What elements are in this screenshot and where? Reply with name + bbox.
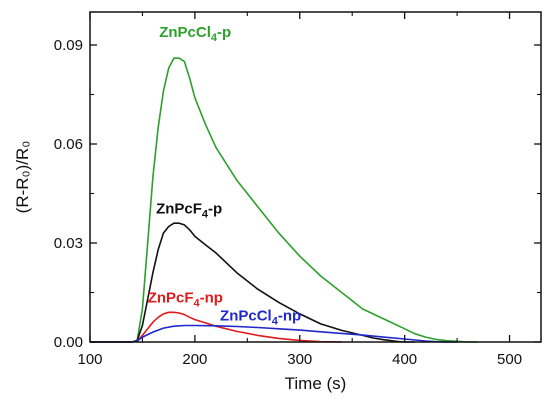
x-tick-label: 400	[392, 351, 417, 368]
y-axis-title: (R-R₀)/R₀	[13, 141, 32, 214]
series-line-3	[90, 324, 458, 343]
plot-frame	[89, 11, 542, 343]
x-tick-label: 500	[497, 351, 522, 368]
series-line-2	[90, 311, 342, 343]
y-tick-label: 0.09	[54, 37, 83, 54]
series-layer	[90, 57, 479, 343]
series-line-1	[90, 222, 416, 343]
series-label-2: ZnPcF4-np	[148, 289, 223, 309]
x-tick-label: 100	[77, 351, 102, 368]
y-tick-label: 0.00	[54, 334, 83, 351]
series-label-0: ZnPcCl4-p	[159, 24, 231, 44]
x-axis-title: Time (s)	[285, 374, 347, 393]
axis-tick-labels: 100 200 300 400 500 0.00 0.03 0.06 0.09	[54, 37, 522, 368]
axis-ticks	[89, 12, 541, 343]
series-label-3: ZnPcCl4-np	[220, 308, 301, 328]
x-tick-label: 300	[287, 351, 312, 368]
y-tick-label: 0.03	[54, 235, 83, 252]
series-label-1: ZnPcF4-p	[156, 200, 222, 220]
series-line-0	[90, 57, 479, 343]
y-tick-label: 0.06	[54, 136, 83, 153]
x-tick-label: 200	[182, 351, 207, 368]
